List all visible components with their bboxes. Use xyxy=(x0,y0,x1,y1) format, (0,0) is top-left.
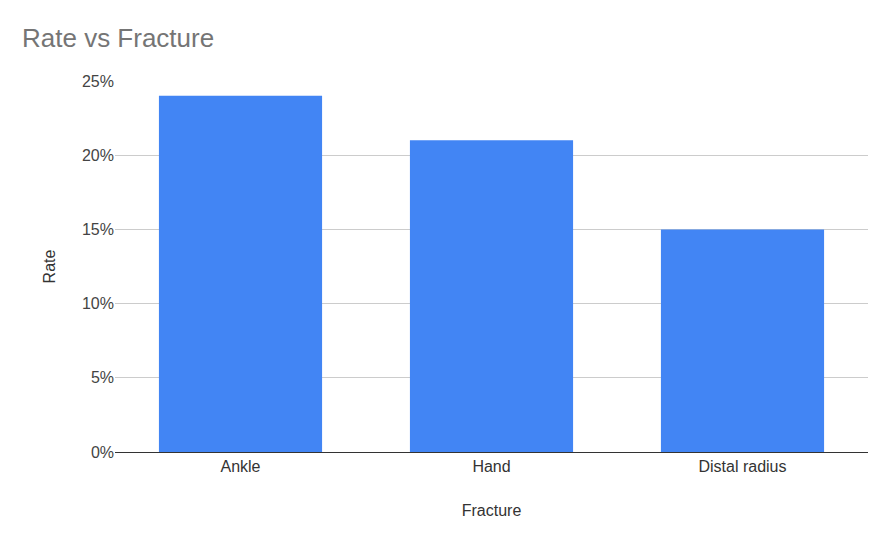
svg-text:Ankle: Ankle xyxy=(220,458,260,475)
svg-text:10%: 10% xyxy=(82,295,114,312)
svg-text:Rate vs Fracture: Rate vs Fracture xyxy=(22,23,214,53)
svg-text:Hand: Hand xyxy=(472,458,510,475)
svg-text:0%: 0% xyxy=(91,444,114,461)
svg-text:Rate: Rate xyxy=(41,250,58,284)
svg-text:15%: 15% xyxy=(82,221,114,238)
svg-text:20%: 20% xyxy=(82,147,114,164)
svg-text:Fracture: Fracture xyxy=(462,502,522,519)
svg-text:25%: 25% xyxy=(82,73,114,90)
svg-text:5%: 5% xyxy=(91,369,114,386)
svg-text:Distal radius: Distal radius xyxy=(698,458,786,475)
